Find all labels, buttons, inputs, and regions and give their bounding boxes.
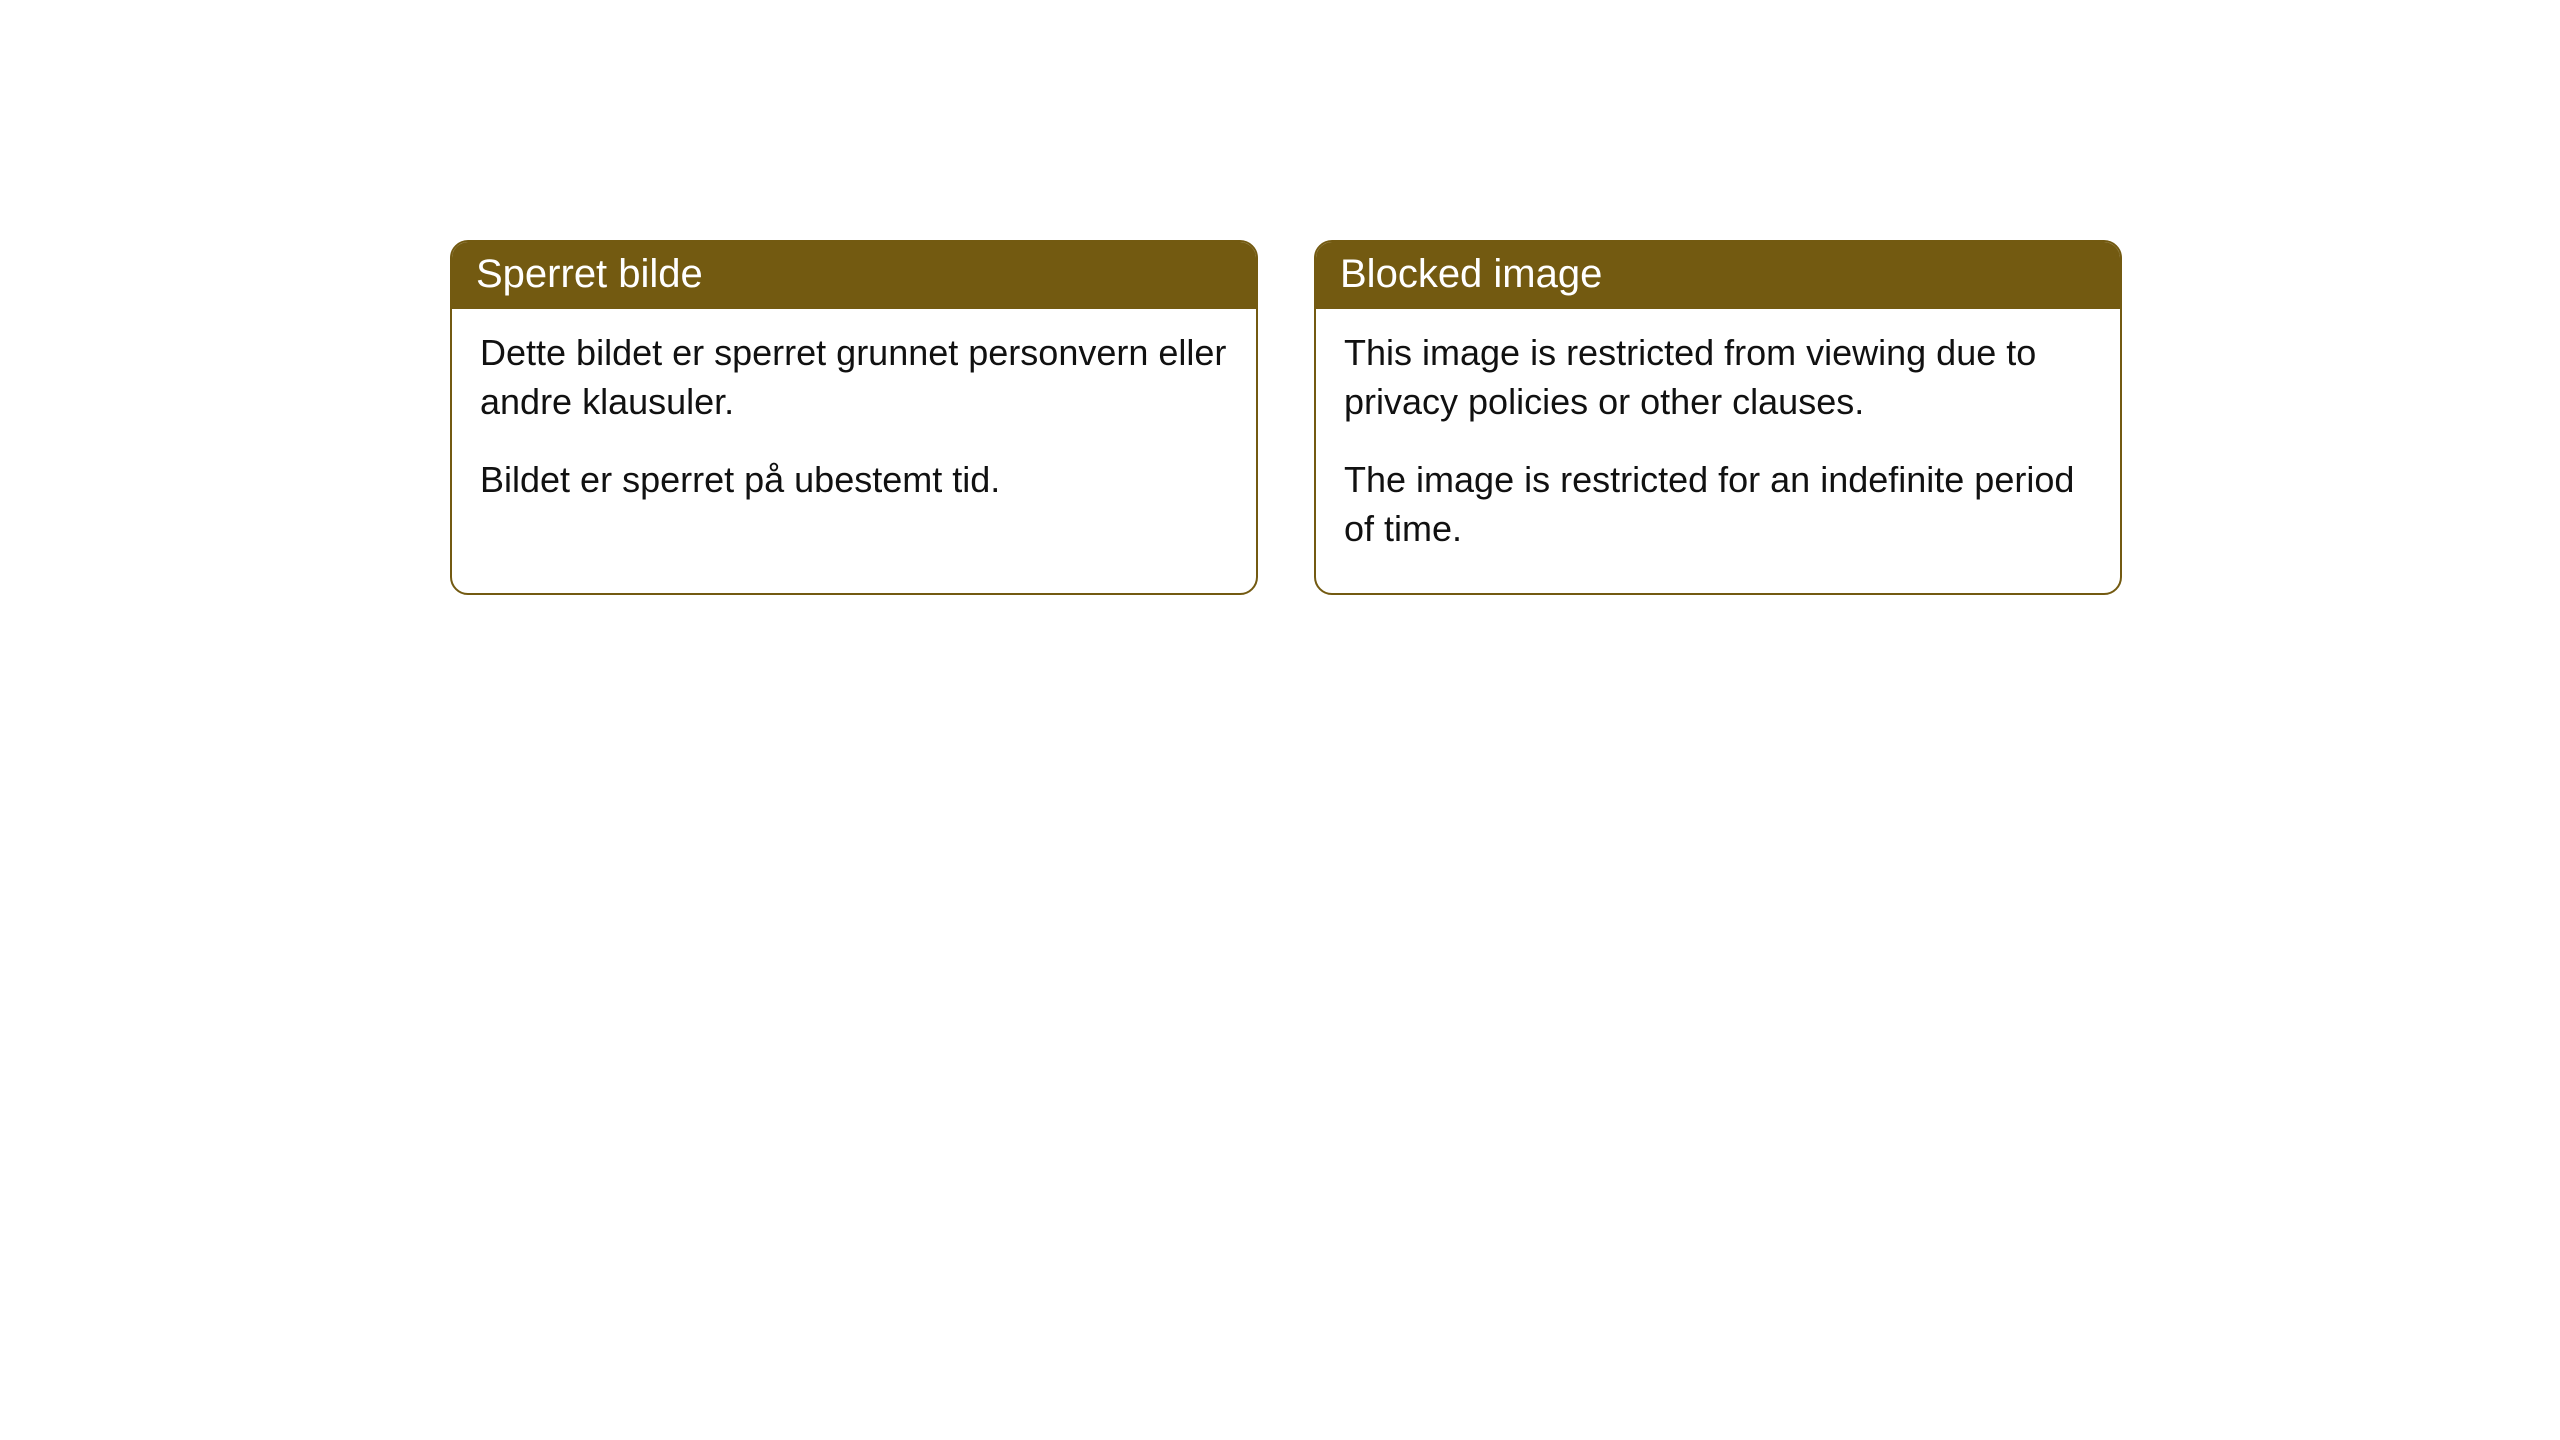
card-body: This image is restricted from viewing du… xyxy=(1316,309,2120,593)
blocked-image-card-english: Blocked image This image is restricted f… xyxy=(1314,240,2122,595)
notice-cards-container: Sperret bilde Dette bildet er sperret gr… xyxy=(450,240,2122,595)
card-paragraph-1: This image is restricted from viewing du… xyxy=(1344,329,2092,426)
blocked-image-card-norwegian: Sperret bilde Dette bildet er sperret gr… xyxy=(450,240,1258,595)
card-paragraph-1: Dette bildet er sperret grunnet personve… xyxy=(480,329,1228,426)
card-title: Blocked image xyxy=(1340,252,1602,296)
card-paragraph-2: Bildet er sperret på ubestemt tid. xyxy=(480,456,1228,505)
card-body: Dette bildet er sperret grunnet personve… xyxy=(452,309,1256,545)
card-paragraph-2: The image is restricted for an indefinit… xyxy=(1344,456,2092,553)
card-header: Blocked image xyxy=(1316,242,2120,309)
card-title: Sperret bilde xyxy=(476,252,703,296)
card-header: Sperret bilde xyxy=(452,242,1256,309)
